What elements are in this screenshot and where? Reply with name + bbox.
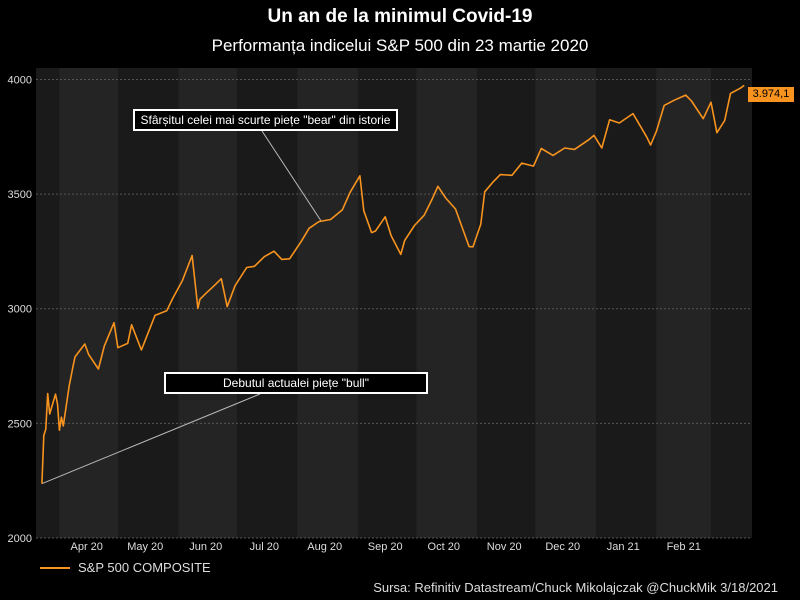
legend-label: S&P 500 COMPOSITE <box>78 560 211 575</box>
month-band <box>711 68 752 538</box>
x-tick-label: Dec 20 <box>545 541 580 553</box>
y-tick-label: 3500 <box>8 189 32 201</box>
month-band <box>117 68 179 538</box>
chart-subtitle: Performanța indicelui S&P 500 din 23 mar… <box>211 36 589 55</box>
month-band <box>236 68 298 538</box>
month-band <box>357 68 417 538</box>
x-tick-label: Oct 20 <box>428 541 460 553</box>
month-band <box>595 68 657 538</box>
x-tick-label: Feb 21 <box>667 541 701 553</box>
x-tick-label: May 20 <box>127 541 163 553</box>
annotation-leader-bull <box>41 393 261 485</box>
source-credit: Sursa: Refinitiv Datastream/Chuck Mikola… <box>373 580 778 595</box>
y-tick-label: 3000 <box>8 304 32 316</box>
last-value-label: 3.974,1 <box>748 87 794 102</box>
x-tick-label: Jan 21 <box>607 541 640 553</box>
legend: S&P 500 COMPOSITE <box>40 560 211 575</box>
y-tick-label: 4000 <box>8 74 32 86</box>
series-line-sp500 <box>41 84 745 484</box>
annotation-leader-bear <box>261 130 322 221</box>
annotation-bear-market-end: Sfârșitul celei mai scurte piețe "bear" … <box>133 109 398 131</box>
month-band <box>476 68 536 538</box>
month-band <box>36 68 60 538</box>
x-tick-label: Jul 20 <box>250 541 279 553</box>
chart-title: Un an de la minimul Covid-19 <box>267 6 533 27</box>
x-tick-label: Sep 20 <box>368 541 403 553</box>
x-tick-label: Nov 20 <box>487 541 522 553</box>
y-tick-label: 2500 <box>8 418 32 430</box>
x-tick-label: Aug 20 <box>307 541 342 553</box>
legend-swatch <box>40 566 70 569</box>
y-tick-label: 2000 <box>8 533 32 545</box>
x-tick-label: Apr 20 <box>71 541 103 553</box>
annotation-bull-market-start: Debutul actualei piețe "bull" <box>164 372 428 394</box>
x-tick-label: Jun 20 <box>189 541 222 553</box>
